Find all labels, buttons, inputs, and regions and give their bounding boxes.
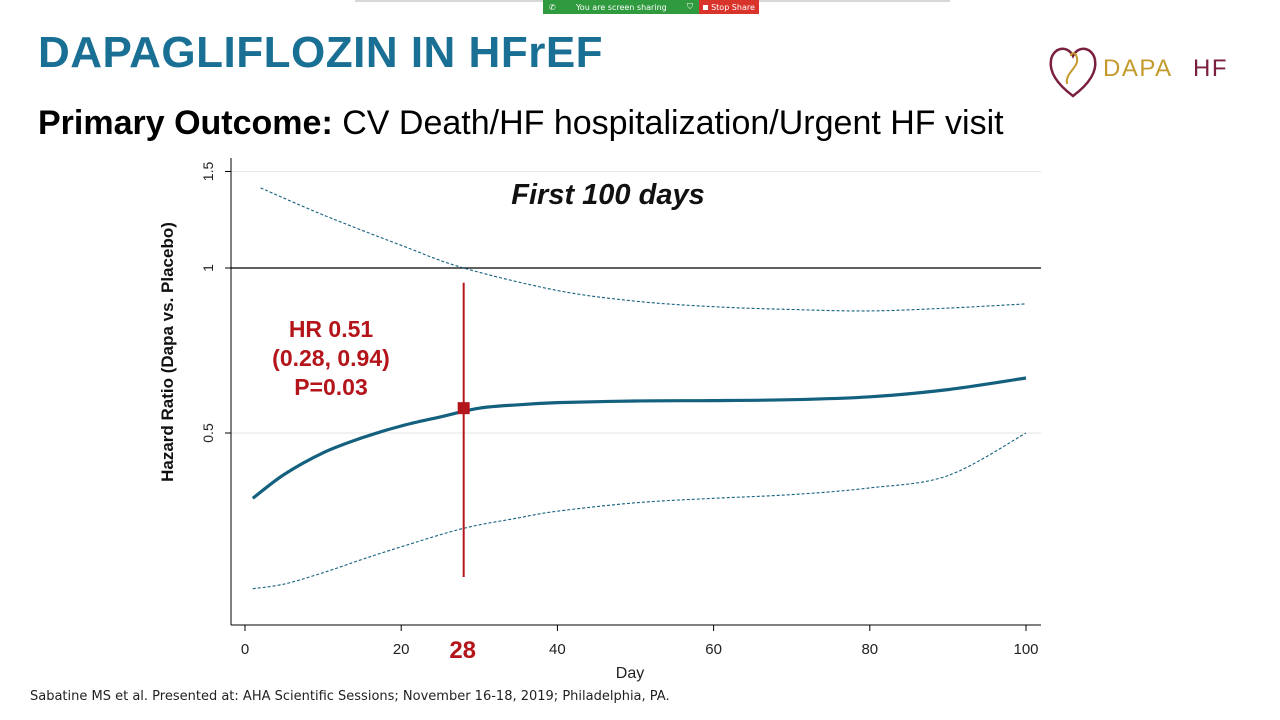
x-tick-label: 80 bbox=[861, 641, 878, 658]
x-axis-label: Day bbox=[616, 665, 644, 682]
stop-share-button[interactable]: Stop Share bbox=[699, 0, 759, 14]
point-estimate-marker bbox=[457, 402, 470, 415]
hr-estimate-line bbox=[251, 376, 1027, 500]
screen-share-bar: ✆ You are screen sharing ⛉ Stop Share bbox=[543, 0, 759, 14]
stop-share-label: Stop Share bbox=[711, 2, 755, 12]
sharing-indicator: ✆ You are screen sharing ⛉ bbox=[543, 0, 699, 14]
shield-icon[interactable]: ⛉ bbox=[686, 2, 693, 11]
sharing-label: You are screen sharing bbox=[575, 2, 667, 12]
logo-text-dapa: DAPA bbox=[1103, 55, 1173, 82]
y-tick-label: 1 bbox=[200, 264, 216, 272]
stop-icon bbox=[703, 4, 709, 10]
x-tick-label: 20 bbox=[393, 641, 410, 658]
logo-text-hf: HF bbox=[1193, 55, 1228, 82]
dapahf-logo: DAPA HF bbox=[1049, 47, 1228, 98]
x-tick-label: 0 bbox=[241, 641, 249, 658]
x-tick-label: 100 bbox=[1013, 641, 1038, 658]
x-tick-label: 60 bbox=[705, 641, 722, 658]
lower-ci-line bbox=[252, 432, 1027, 590]
slide-title: DAPAGLIFLOZIN IN HFrEF bbox=[38, 28, 604, 77]
chart-title: First 100 days bbox=[511, 179, 704, 211]
heart-icon bbox=[1049, 47, 1097, 98]
subtitle-rest: CV Death/HF hospitalization/Urgent HF vi… bbox=[332, 104, 1004, 142]
slide-subtitle: Primary Outcome: CV Death/HF hospitaliza… bbox=[38, 104, 1004, 143]
ci-annotation: (0.28, 0.94) bbox=[272, 345, 390, 371]
y-tick-label: 1.5 bbox=[200, 162, 216, 182]
footnote-citation: Sabatine MS et al. Presented at: AHA Sci… bbox=[30, 689, 670, 704]
hr-annotation: HR 0.51 bbox=[289, 316, 374, 342]
y-tick-label: 0.5 bbox=[200, 423, 216, 443]
highlight-day-label: 28 bbox=[449, 637, 476, 664]
subtitle-bold: Primary Outcome: bbox=[38, 104, 333, 142]
p-value-annotation: P=0.03 bbox=[294, 374, 368, 400]
x-tick-label: 40 bbox=[549, 641, 566, 658]
y-axis-label: Hazard Ratio (Dapa vs. Placebo) bbox=[158, 222, 177, 482]
phone-icon: ✆ bbox=[549, 2, 556, 12]
